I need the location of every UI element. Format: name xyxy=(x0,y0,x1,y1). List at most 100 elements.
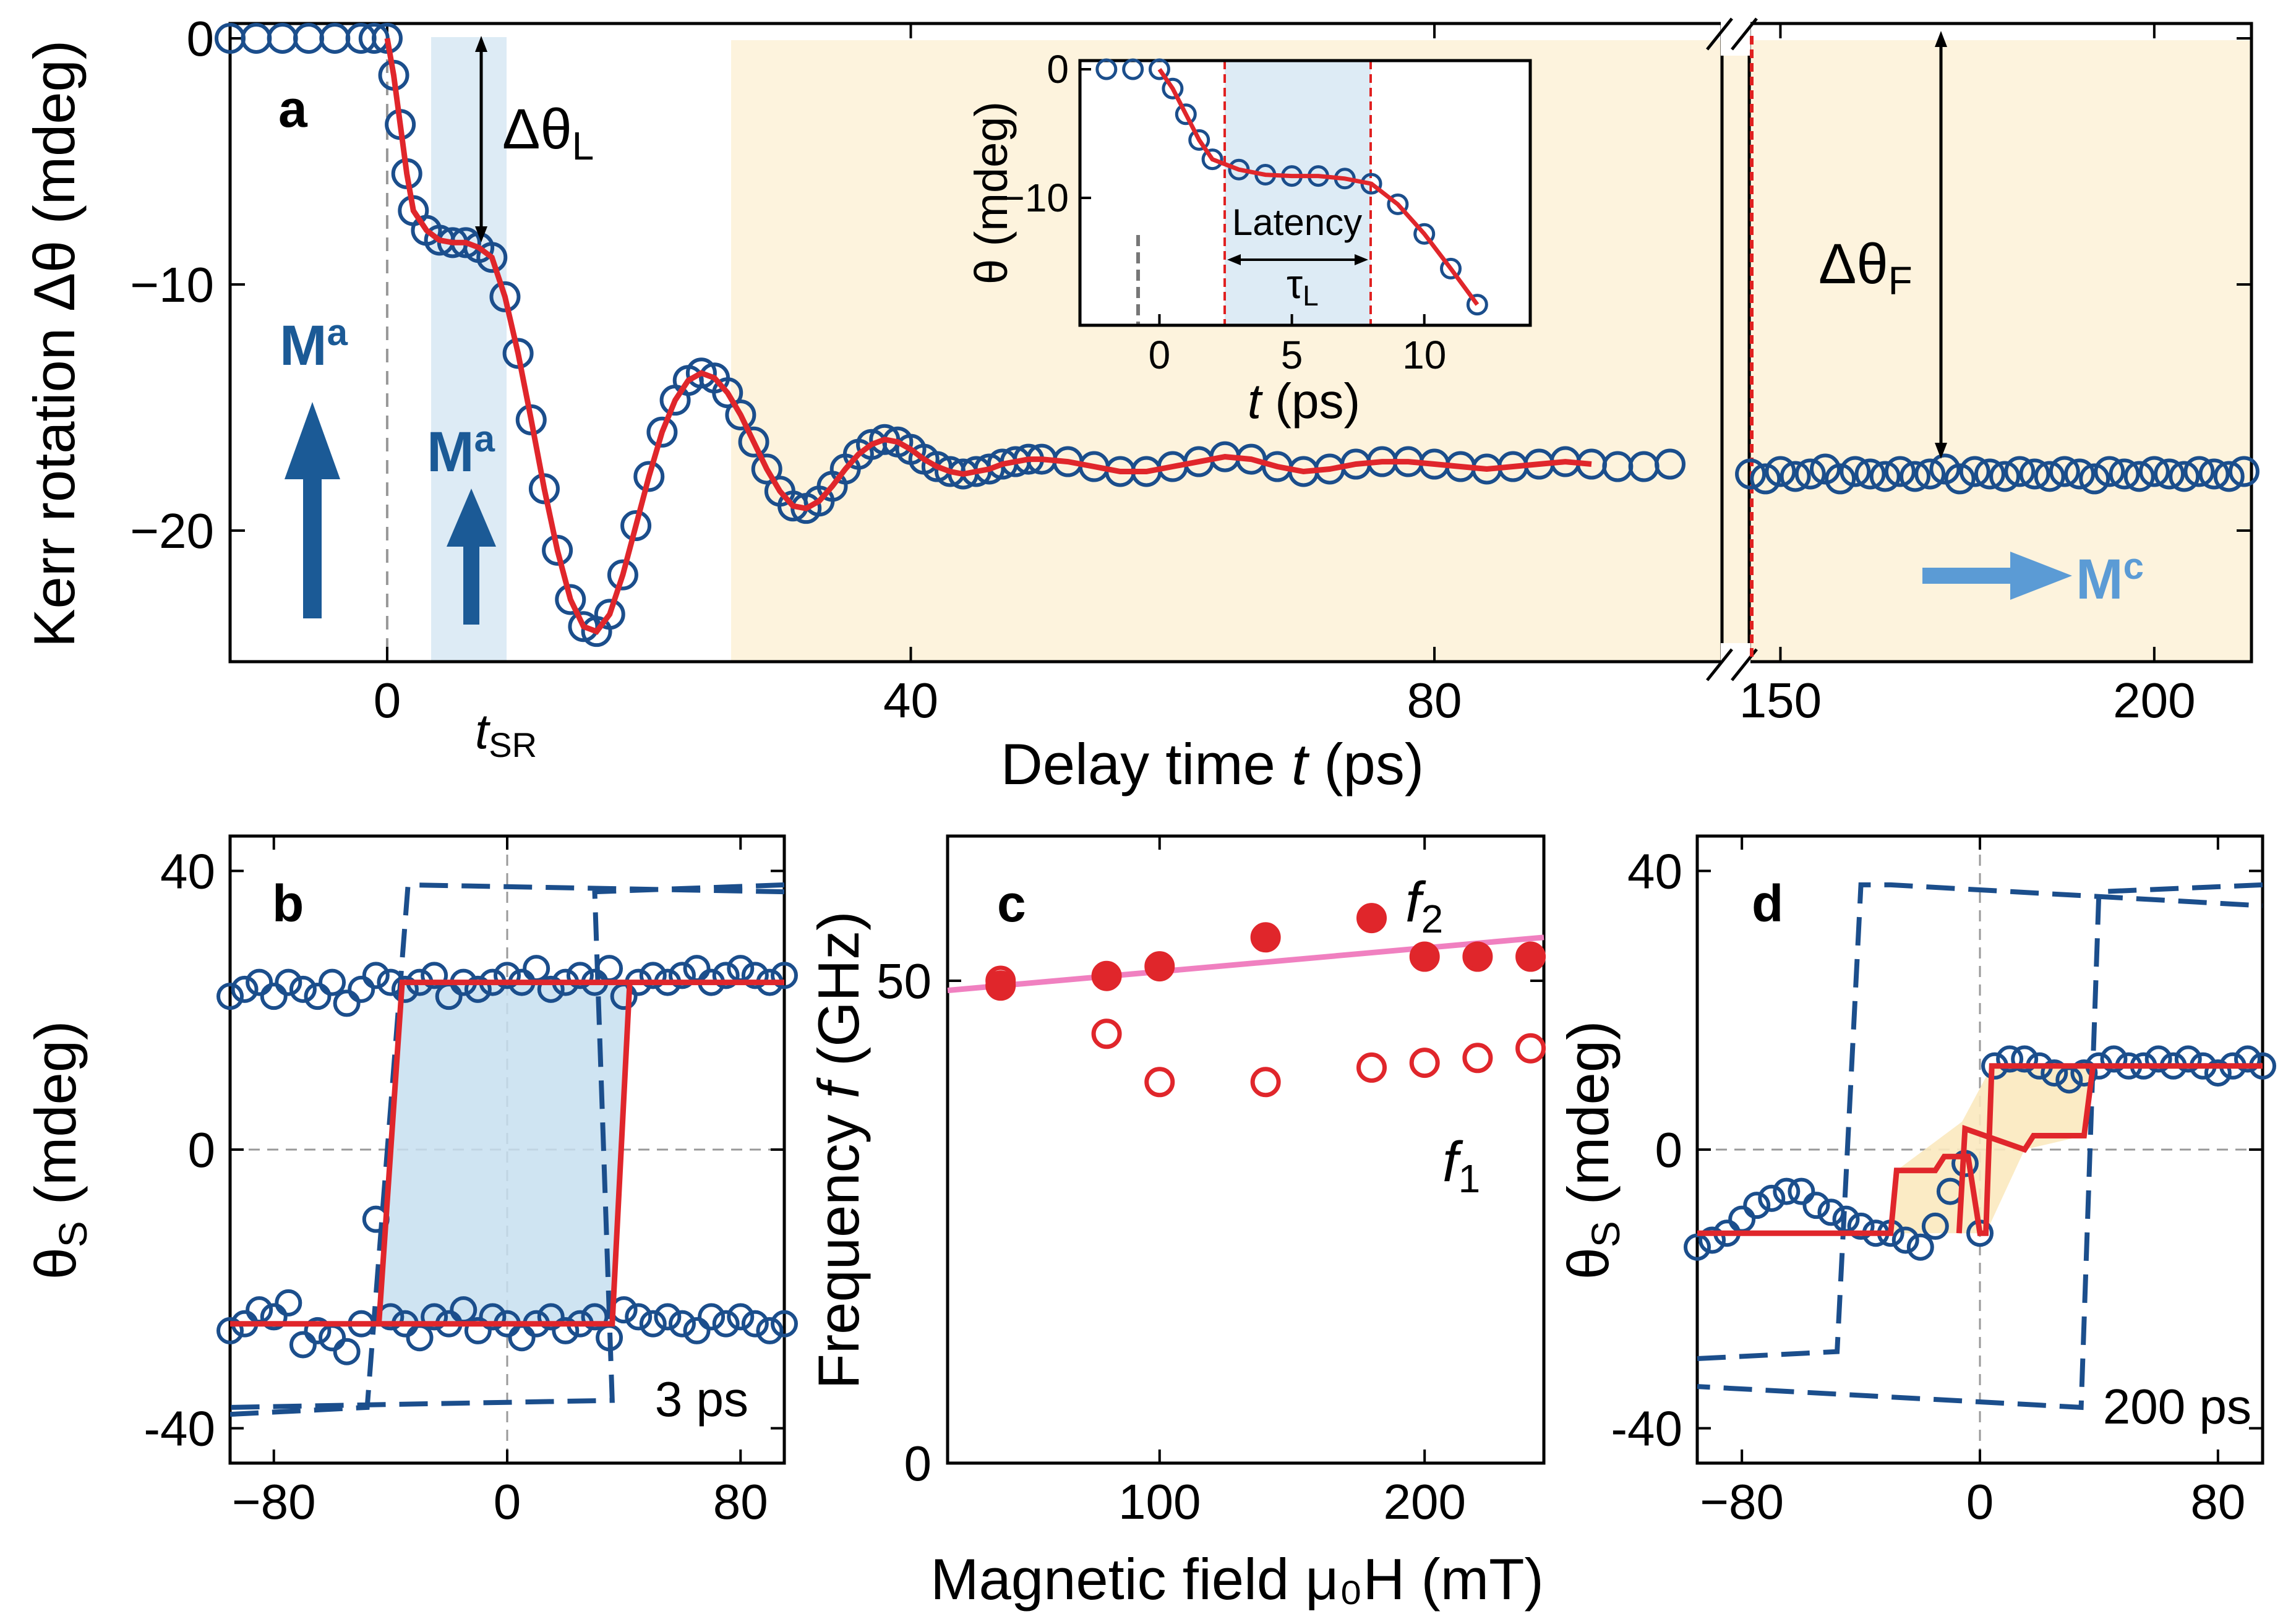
kerr-fit-curve xyxy=(384,38,1592,635)
x-tick-label: 200 xyxy=(1383,1474,1465,1529)
hysteresis-fill xyxy=(379,982,630,1324)
data-point xyxy=(2213,461,2245,492)
data-point xyxy=(2174,1045,2202,1073)
y-tick-label: 50 xyxy=(876,954,932,1009)
data-point xyxy=(771,962,798,989)
data-point xyxy=(289,975,317,1003)
data-point xyxy=(2169,461,2200,492)
magnetization-arrow-small xyxy=(447,489,496,625)
delta-theta-f-label: ΔθF xyxy=(1818,233,1913,303)
data-point xyxy=(260,1303,288,1331)
delta-theta-l-label: ΔθL xyxy=(502,98,594,168)
hysteresis-points-200ps xyxy=(1684,1045,2276,1261)
panel-label-b: b xyxy=(272,874,304,933)
data-point xyxy=(712,962,740,989)
f1-point xyxy=(1462,1043,1493,1074)
y-axis-title-c: Frequency f (GHz) xyxy=(806,911,871,1389)
data-point xyxy=(1780,461,1811,492)
data-point xyxy=(1854,458,1886,490)
data-point xyxy=(2049,456,2080,487)
data-point xyxy=(1974,458,2005,490)
inset-latency-region xyxy=(1225,61,1371,325)
data-point xyxy=(1996,1045,2024,1073)
inset-frame xyxy=(1078,59,1532,327)
inset-y-tick-label: 0 xyxy=(1047,47,1069,92)
f2-point xyxy=(1091,960,1122,991)
axis-ticks: 0 40 80 150 200 0 −10 −20 xyxy=(130,11,2251,728)
data-point xyxy=(741,1310,769,1338)
magnetization-arrow-big xyxy=(285,402,340,618)
reference-loop-dashed-d xyxy=(1697,882,2263,1411)
tau-l-label: τL xyxy=(1287,261,1319,312)
inset-data-point xyxy=(1387,193,1409,215)
data-point xyxy=(725,399,756,430)
data-point xyxy=(596,955,623,983)
data-point xyxy=(668,1310,696,1338)
data-point xyxy=(479,1303,507,1331)
inset-data-point xyxy=(1122,58,1144,80)
inset-data-point xyxy=(1440,257,1462,280)
panel-c: 100 200 0 50 c f2 f1 Frequency f (GHz) Magn… xyxy=(806,834,1546,1612)
data-point xyxy=(267,23,298,54)
f1-point xyxy=(1144,1067,1175,1098)
latency-label: Latency xyxy=(1232,202,1362,243)
y-tick-label: 0 xyxy=(188,1122,216,1177)
reference-loop-dashed xyxy=(229,882,785,1417)
x-tick-label: 100 xyxy=(1118,1474,1201,1529)
y-tick-label: 0 xyxy=(904,1436,932,1491)
f2-point xyxy=(1462,941,1493,972)
data-point xyxy=(1817,1198,1845,1226)
data-point xyxy=(494,962,521,989)
x-tick-label: 80 xyxy=(1407,673,1462,728)
inset-data-point xyxy=(1175,103,1197,126)
y-tick-label: −20 xyxy=(130,503,214,558)
data-point xyxy=(1794,458,1826,490)
data-point xyxy=(1847,1212,1875,1240)
f1-point xyxy=(1091,1018,1122,1049)
data-point xyxy=(275,1289,302,1317)
data-point xyxy=(2041,1059,2068,1087)
data-point xyxy=(304,983,332,1010)
data-point xyxy=(231,975,259,1003)
delay-label-b: 3 ps xyxy=(655,1372,748,1427)
panel-d: −80 0 80 40 0 -40 d 200 ps θS (mdeg) xyxy=(1556,834,2276,1529)
data-point xyxy=(1788,1177,1815,1205)
data-point xyxy=(319,23,351,54)
data-point xyxy=(1900,461,1931,492)
data-point xyxy=(639,962,667,989)
data-point xyxy=(654,1303,682,1331)
inset: 0 5 10 0 −10 Latency τL θ (mdeg) t (ps) xyxy=(966,47,1532,429)
data-point xyxy=(1869,461,1901,492)
hysteresis-fit-200ps xyxy=(1697,1063,2263,1236)
panel-a: 0 40 80 150 200 0 −10 −20 a ΔθL ΔθF Ma Ma Mc xyxy=(22,11,2260,796)
y-axis-title-d: θS (mdeg) xyxy=(1556,1021,1628,1280)
inset-data-point xyxy=(1162,77,1184,100)
data-point xyxy=(581,1303,609,1331)
x-tick-label: 40 xyxy=(883,673,938,728)
magnetization-arrow-inplane xyxy=(1922,552,2072,600)
data-point xyxy=(216,983,244,1010)
y-tick-label: −10 xyxy=(130,257,214,312)
x-axis-title-a: Delay time t (ps) xyxy=(1001,732,1424,796)
data-point xyxy=(241,23,272,54)
panel-label-d: d xyxy=(1752,874,1783,933)
inset-data-point xyxy=(1466,294,1488,316)
y-tick-label: 40 xyxy=(1627,843,1682,899)
data-point xyxy=(2011,1045,2039,1073)
data-point xyxy=(1840,456,1871,487)
x-tick-label: 0 xyxy=(374,673,401,728)
panel-label-a: a xyxy=(278,80,308,138)
data-point xyxy=(362,962,390,989)
inset-y-tick-label: −10 xyxy=(1001,176,1069,220)
data-point xyxy=(639,1310,667,1338)
axis-break-mark xyxy=(1731,17,1758,51)
data-point xyxy=(2070,1059,2098,1087)
inset-x-tick-label: 10 xyxy=(1402,333,1446,377)
data-point xyxy=(476,242,508,273)
m-a-label-2: Ma xyxy=(427,418,495,484)
data-point xyxy=(683,1317,711,1344)
data-point xyxy=(421,962,448,989)
data-point xyxy=(2034,461,2065,492)
data-point xyxy=(1959,456,1990,487)
y-tick-label: 0 xyxy=(187,11,215,66)
